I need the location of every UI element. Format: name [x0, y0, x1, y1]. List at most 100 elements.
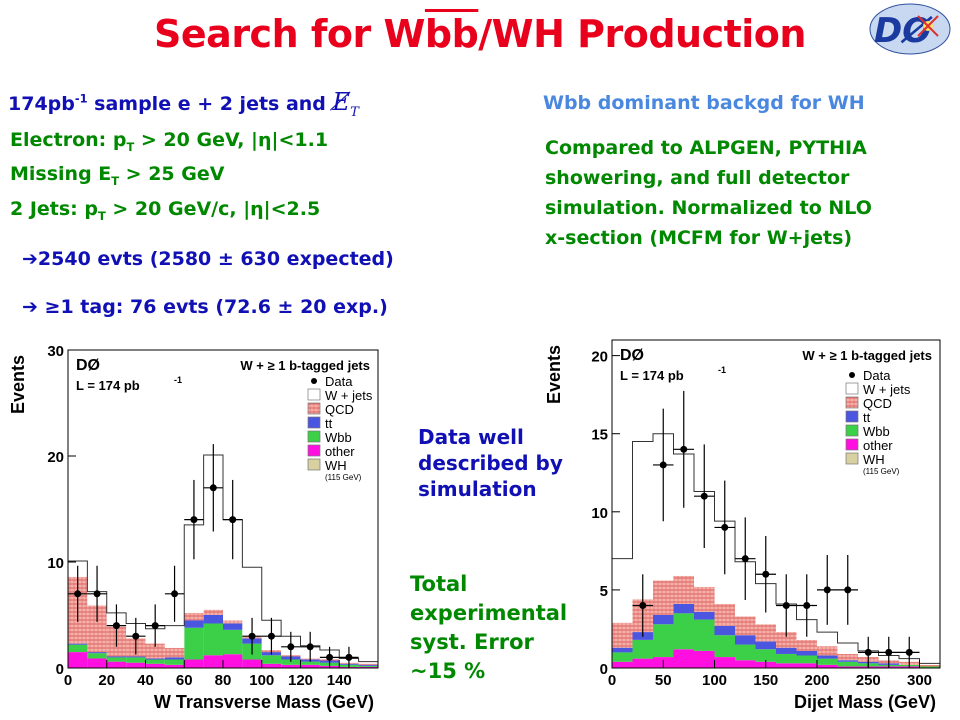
cut-met: Missing ET > 25 GeV: [10, 163, 225, 188]
lumi-exponent: -1: [718, 365, 726, 375]
transverse-mass-plot: 0 20 40 60 80 100 120 140 0 10 20 30 W Transverse Ma…: [8, 343, 379, 712]
bar-tt: [164, 657, 185, 660]
legend-swatch: [845, 382, 859, 395]
x-axis-label: Dijet Mass (GeV): [794, 692, 936, 712]
y-tick-label: 10: [47, 555, 64, 572]
legend-title: W + ≥ 1 b-tagged jets: [802, 348, 932, 363]
legend-swatch: [307, 458, 321, 471]
legend-entry: other: [325, 444, 355, 459]
data-point: [762, 570, 770, 578]
total-outline: [67, 454, 378, 668]
bar-other: [300, 664, 320, 668]
lumi-exponent: -1: [174, 375, 182, 385]
note-syst-error: Total experimental syst. Error ~15 %: [410, 572, 568, 683]
lumi-label: L = 174 pb: [620, 368, 684, 383]
data-point: [659, 461, 667, 469]
total-outline: [611, 433, 940, 668]
bar-wbb: [145, 659, 165, 664]
bar-wbb: [714, 635, 735, 658]
legend-entry: tt: [863, 410, 871, 425]
data-point: [721, 523, 729, 531]
bar-wbb: [735, 644, 756, 661]
data-point: [905, 648, 913, 656]
bar-tt: [106, 656, 127, 658]
legend-entry: QCD: [863, 396, 892, 411]
bar-wjets: [817, 632, 838, 647]
bar-other: [126, 662, 146, 668]
dijet-mass-plot: 0 50 100 150 200 250 300 0 5 10 15 20 Dijet Mass (Ge…: [544, 339, 941, 712]
bar-other: [694, 650, 715, 668]
legend-swatch: [307, 388, 321, 401]
data-point: [680, 445, 688, 453]
x-tick-label: 60: [176, 672, 193, 689]
bar-other: [87, 658, 107, 668]
legend-entry: WH: [863, 452, 885, 467]
bar-qcd: [184, 612, 204, 621]
bar-other: [776, 663, 797, 668]
note-data-well: Data well described by simulation: [418, 425, 563, 501]
y-tick-label: 20: [591, 349, 608, 366]
bar-wjets: [184, 524, 204, 613]
bar-other: [281, 664, 301, 668]
legend-data-marker: [311, 378, 317, 384]
data-point: [345, 653, 353, 661]
x-tick-label: 140: [327, 672, 352, 689]
legend-swatch: [307, 416, 321, 429]
legend-entry: Wbb: [325, 430, 352, 445]
bar-wbb: [106, 657, 127, 662]
bar-other: [837, 666, 858, 668]
data-point: [823, 586, 831, 594]
bar-other: [164, 664, 185, 668]
bar-wbb: [694, 619, 715, 651]
data-point: [190, 516, 198, 524]
bar-other: [261, 663, 282, 668]
bar-qcd: [87, 605, 107, 653]
bar-other: [358, 666, 378, 668]
bar-qcd: [612, 622, 633, 648]
bar-wbb: [755, 649, 776, 662]
bar-tt: [203, 615, 223, 624]
bar-wbb: [126, 657, 146, 663]
bar-qcd: [735, 616, 756, 636]
experiment-label: DØ: [620, 347, 644, 364]
bar-wbb: [281, 659, 301, 665]
bar-qcd: [755, 624, 776, 642]
x-tick-label: 100: [249, 672, 274, 689]
wbb-header: Wbb dominant backgd for WH: [543, 92, 865, 114]
bar-wbb: [796, 655, 817, 664]
data-point: [267, 632, 275, 640]
bar-other: [796, 663, 817, 668]
legend-entry: Data: [325, 374, 353, 389]
bar-qcd: [796, 639, 817, 651]
data-point: [306, 643, 314, 651]
met-symbol: E̸T: [332, 88, 359, 120]
bar-tt: [837, 660, 858, 662]
title-part1: Search for W: [154, 12, 425, 56]
legend-entry: QCD: [325, 402, 354, 417]
data-point: [885, 648, 893, 656]
bar-qcd: [653, 580, 674, 615]
legend-data-marker: [849, 372, 855, 378]
y-tick-label: 5: [600, 583, 608, 600]
cut-jets: 2 Jets: pT > 20 GeV/c, |η|<2.5: [10, 198, 321, 223]
legend-swatch: [307, 402, 321, 415]
x-tick-label: 150: [753, 672, 778, 689]
bar-tt: [358, 664, 378, 666]
legend-entry: Data: [863, 368, 891, 383]
bar-tt: [68, 643, 88, 645]
legend-swatch: [845, 424, 859, 437]
bar-qcd: [203, 609, 223, 615]
bar-qcd: [919, 664, 940, 667]
bar-qcd: [673, 575, 694, 604]
bar-qcd: [358, 663, 378, 665]
result-events: ➔2540 evts (2580 ± 630 expected): [22, 248, 394, 270]
legend-entry: W + jets: [325, 388, 373, 403]
bar-wbb: [919, 666, 940, 668]
bar-tt: [184, 620, 204, 628]
x-tick-label: 0: [64, 672, 72, 689]
legend-swatch: [845, 410, 859, 423]
bar-wbb: [837, 661, 858, 667]
bar-tt: [653, 614, 674, 625]
bar-tt: [755, 641, 776, 650]
bar-qcd: [817, 646, 838, 656]
